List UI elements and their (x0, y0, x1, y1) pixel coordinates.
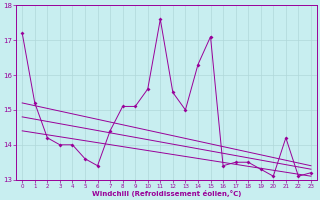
X-axis label: Windchill (Refroidissement éolien,°C): Windchill (Refroidissement éolien,°C) (92, 190, 241, 197)
